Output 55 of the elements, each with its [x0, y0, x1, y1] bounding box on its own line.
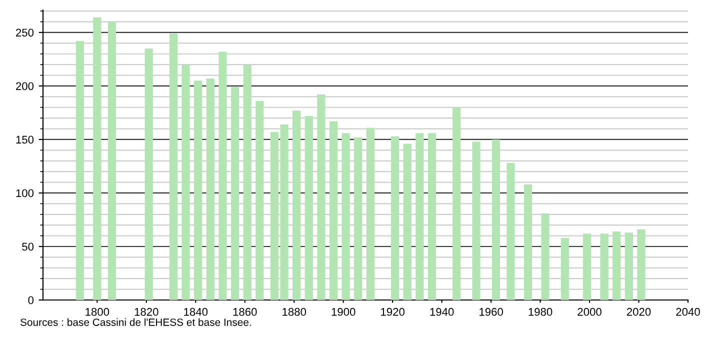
source-note: Sources : base Cassini de l'EHESS et base Insee.	[20, 318, 251, 326]
x-tick-label: 1920	[381, 308, 405, 316]
bar	[492, 139, 500, 300]
bar	[624, 232, 633, 300]
bar	[206, 78, 214, 300]
bar	[329, 121, 338, 300]
bar	[342, 133, 350, 300]
y-tick-label: 0	[28, 296, 34, 304]
bar	[194, 80, 202, 300]
bar	[472, 142, 480, 300]
x-tick-label: 2000	[578, 308, 602, 316]
bar	[390, 136, 400, 300]
bar	[230, 87, 240, 300]
bar	[317, 94, 326, 300]
bar	[452, 107, 461, 300]
bar	[600, 234, 608, 300]
x-tick-label: 1820	[134, 308, 158, 316]
y-tick-label: 200	[16, 82, 34, 90]
x-tick-label: 1940	[430, 308, 454, 316]
bar	[366, 128, 374, 300]
x-tick-label: 1960	[480, 308, 503, 316]
x-tick-label: 1900	[332, 308, 356, 316]
bar	[243, 64, 252, 300]
bar	[76, 41, 84, 300]
bar	[403, 144, 412, 300]
bar	[416, 133, 424, 300]
y-tick-label: 100	[16, 189, 34, 198]
bar	[354, 137, 362, 300]
x-tick-label: 1840	[184, 308, 208, 316]
bar	[304, 116, 313, 300]
bar	[612, 232, 621, 300]
x-tick-label: 1880	[282, 308, 306, 316]
bar	[169, 34, 178, 300]
y-tick-label: 150	[16, 136, 34, 144]
bar	[560, 238, 569, 300]
bar	[93, 17, 102, 300]
bar	[637, 229, 646, 300]
bar	[218, 52, 227, 300]
bar	[144, 48, 153, 300]
bar	[182, 64, 190, 300]
bar	[524, 184, 532, 300]
bar	[428, 133, 436, 300]
x-tick-label: 1860	[233, 308, 257, 316]
bar	[108, 22, 116, 300]
y-tick-label: 50	[22, 242, 34, 251]
bar	[583, 234, 592, 300]
x-tick-label: 1800	[86, 308, 110, 316]
bar	[292, 110, 301, 300]
x-tick-label: 2040	[676, 308, 700, 316]
bar	[506, 163, 515, 300]
x-tick-label: 2020	[626, 308, 651, 316]
bar	[256, 100, 264, 300]
y-tick-label: 250	[16, 28, 34, 37]
bar	[541, 213, 550, 300]
x-tick-label: 1980	[528, 308, 552, 316]
